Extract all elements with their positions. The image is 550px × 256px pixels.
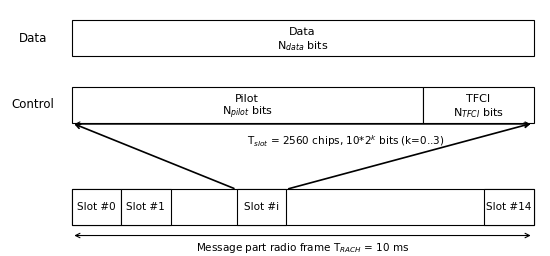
Bar <box>484 189 534 225</box>
Bar <box>236 189 286 225</box>
Bar <box>422 87 534 123</box>
Text: Control: Control <box>12 99 54 111</box>
Text: Pilot: Pilot <box>235 93 259 103</box>
Text: Slot #i: Slot #i <box>244 202 279 212</box>
Text: Message part radio frame T$_{RACH}$ = 10 ms: Message part radio frame T$_{RACH}$ = 10… <box>196 241 409 255</box>
Bar <box>72 87 422 123</box>
Bar <box>72 189 534 225</box>
Text: Slot #1: Slot #1 <box>126 202 165 212</box>
Bar <box>72 189 121 225</box>
Text: Slot #0: Slot #0 <box>77 202 116 212</box>
Text: N$_{data}$ bits: N$_{data}$ bits <box>277 39 328 53</box>
Text: N$_{TFCI}$ bits: N$_{TFCI}$ bits <box>453 106 504 120</box>
Text: TFCI: TFCI <box>466 93 490 103</box>
Text: T$_{slot}$ = 2560 chips, 10*2$^{k}$ bits (k=0..3): T$_{slot}$ = 2560 chips, 10*2$^{k}$ bits… <box>247 133 444 149</box>
Text: Data: Data <box>19 32 47 45</box>
Bar <box>121 189 170 225</box>
Text: N$_{pilot}$ bits: N$_{pilot}$ bits <box>222 105 273 121</box>
Bar <box>72 20 534 56</box>
Text: Data: Data <box>289 27 316 37</box>
Text: Slot #14: Slot #14 <box>486 202 531 212</box>
